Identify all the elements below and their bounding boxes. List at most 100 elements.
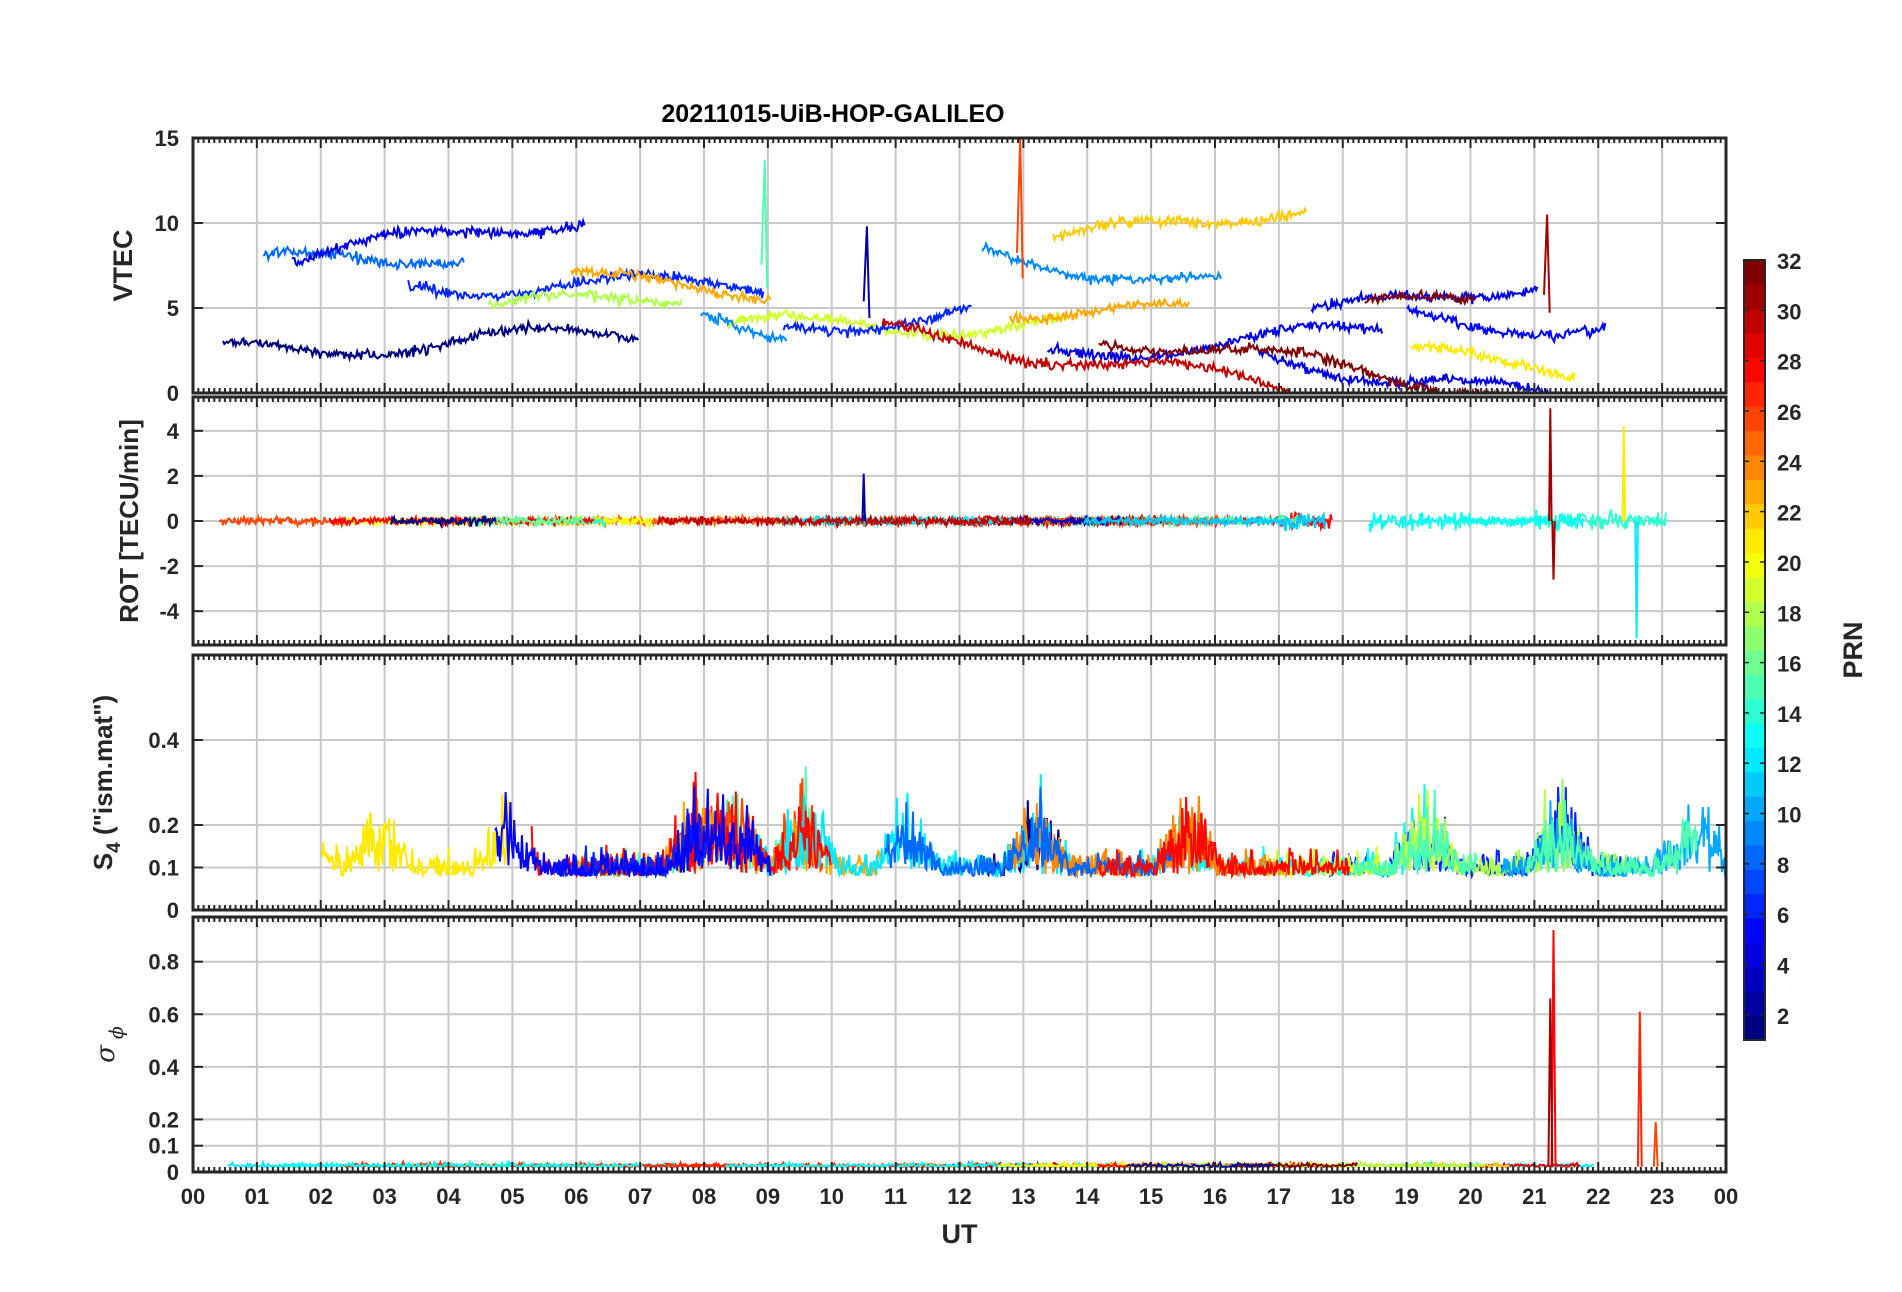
series-line	[782, 303, 972, 339]
x-tick-label: 00	[1714, 1184, 1738, 1209]
series-group	[227, 930, 1659, 1170]
series-line	[1016, 138, 1024, 279]
colorbar-tick-label: 14	[1777, 702, 1802, 727]
series-line	[1543, 214, 1551, 313]
colorbar-tick-label: 28	[1777, 350, 1801, 375]
series-line	[1353, 789, 1478, 879]
x-tick-label: 23	[1650, 1184, 1674, 1209]
y-tick-label: 5	[167, 296, 179, 321]
y-label-main: σ	[91, 1044, 121, 1063]
y-tick-label: 0.2	[148, 813, 179, 838]
series-line	[1052, 206, 1308, 244]
colorbar-label: PRN	[1838, 621, 1868, 678]
colorbar-tick-label: 16	[1777, 652, 1801, 677]
colorbar-tick-label: 10	[1777, 803, 1801, 828]
y-tick-label: 0	[167, 1160, 179, 1185]
colorbar-segment	[1744, 698, 1765, 724]
y-tick-label: -4	[159, 599, 179, 624]
x-tick-label: 15	[1139, 1184, 1163, 1209]
series-line	[1083, 511, 1327, 532]
y-label-rest: ("ism.mat")	[88, 695, 118, 842]
colorbar-segment	[1744, 723, 1765, 748]
series-line	[321, 794, 514, 879]
colorbar-segment	[1744, 576, 1765, 602]
colorbar-tick-label: 12	[1777, 752, 1801, 777]
y-tick-label: 15	[155, 126, 179, 151]
series-line	[760, 160, 769, 289]
colorbar-segment	[1744, 479, 1765, 505]
series-group	[321, 766, 1726, 880]
y-tick-label: 0.1	[148, 856, 179, 881]
colorbar-segment	[1744, 308, 1765, 334]
y-axis-label: ROT [TECU/min]	[114, 419, 144, 623]
series-line	[1410, 339, 1576, 383]
series-line	[700, 311, 788, 344]
x-tick-label: 02	[309, 1184, 333, 1209]
y-tick-label: 4	[167, 419, 180, 444]
y-tick-label: 10	[155, 211, 179, 236]
x-tick-label: 16	[1203, 1184, 1227, 1209]
colorbar-tick-label: 32	[1777, 249, 1801, 274]
series-line	[1406, 303, 1607, 345]
series-line	[1551, 520, 1556, 580]
series-line	[1634, 520, 1639, 639]
x-tick-label: 14	[1075, 1184, 1100, 1209]
x-tick-label: 10	[820, 1184, 844, 1209]
colorbar-segment	[1744, 528, 1765, 553]
colorbar-segment	[1744, 406, 1765, 432]
colorbar-segment	[1744, 625, 1765, 651]
panel-0: 0 5 10 15 VTEC	[108, 126, 1728, 406]
series-line	[881, 318, 1291, 393]
x-tick-label: 03	[372, 1184, 396, 1209]
series-line	[1621, 426, 1627, 522]
panel-2: 0 0.1 0.2 0.4 S4 ("ism.mat")	[88, 653, 1728, 923]
colorbar-segment	[1744, 991, 1765, 1017]
y-label-sub: ϕ	[106, 1026, 128, 1045]
series-line	[1548, 408, 1553, 522]
colorbar-tick-label: 30	[1777, 299, 1801, 324]
y-tick-label: 0.2	[148, 1107, 179, 1132]
colorbar-segment	[1744, 357, 1765, 383]
colorbar-segment	[1744, 455, 1765, 480]
y-tick-label: 2	[167, 464, 179, 489]
colorbar-tick-label: 26	[1777, 400, 1801, 425]
colorbar-segment	[1744, 430, 1765, 456]
colorbar-frame	[1743, 259, 1766, 1041]
colorbar-segment	[1744, 333, 1765, 358]
series-line	[262, 244, 465, 272]
x-tick-label: 18	[1331, 1184, 1355, 1209]
y-tick-label: 0	[167, 381, 179, 406]
x-tick-label: 11	[884, 1184, 907, 1209]
colorbar-segment	[1744, 869, 1765, 895]
x-tick-label: 04	[436, 1184, 461, 1209]
colorbar-tick-label: 6	[1777, 903, 1789, 928]
colorbar-tick-label: 2	[1777, 1004, 1789, 1029]
panel-1: -4 -2 0 2 4 ROT [TECU/min]	[114, 395, 1728, 647]
series-line	[222, 318, 640, 363]
colorbar-segment	[1744, 771, 1765, 797]
series-line	[862, 226, 871, 319]
colorbar-segment	[1744, 284, 1765, 310]
series-line	[1652, 1122, 1659, 1167]
colorbar-tick-label: 20	[1777, 551, 1801, 576]
colorbar-segment	[1744, 674, 1765, 700]
y-axis-label: σ ϕ	[91, 1026, 128, 1063]
colorbar-segment	[1744, 747, 1765, 773]
series-line	[1310, 284, 1539, 314]
colorbar-segment	[1744, 966, 1765, 992]
series-line	[1009, 296, 1190, 325]
y-tick-label: 0.8	[148, 950, 179, 975]
series-line	[861, 473, 866, 522]
colorbar-tick-label: 24	[1777, 450, 1802, 475]
x-tick-label: 06	[564, 1184, 588, 1209]
y-axis-label: VTEC	[108, 229, 138, 301]
x-tick-label: 21	[1522, 1184, 1546, 1209]
x-tick-label: 17	[1267, 1184, 1291, 1209]
x-tick-label: 13	[1011, 1184, 1035, 1209]
x-tick-label: 07	[628, 1184, 652, 1209]
colorbar-tick-label: 8	[1777, 853, 1789, 878]
x-tick-label: 19	[1394, 1184, 1418, 1209]
colorbar-segment	[1744, 942, 1765, 968]
